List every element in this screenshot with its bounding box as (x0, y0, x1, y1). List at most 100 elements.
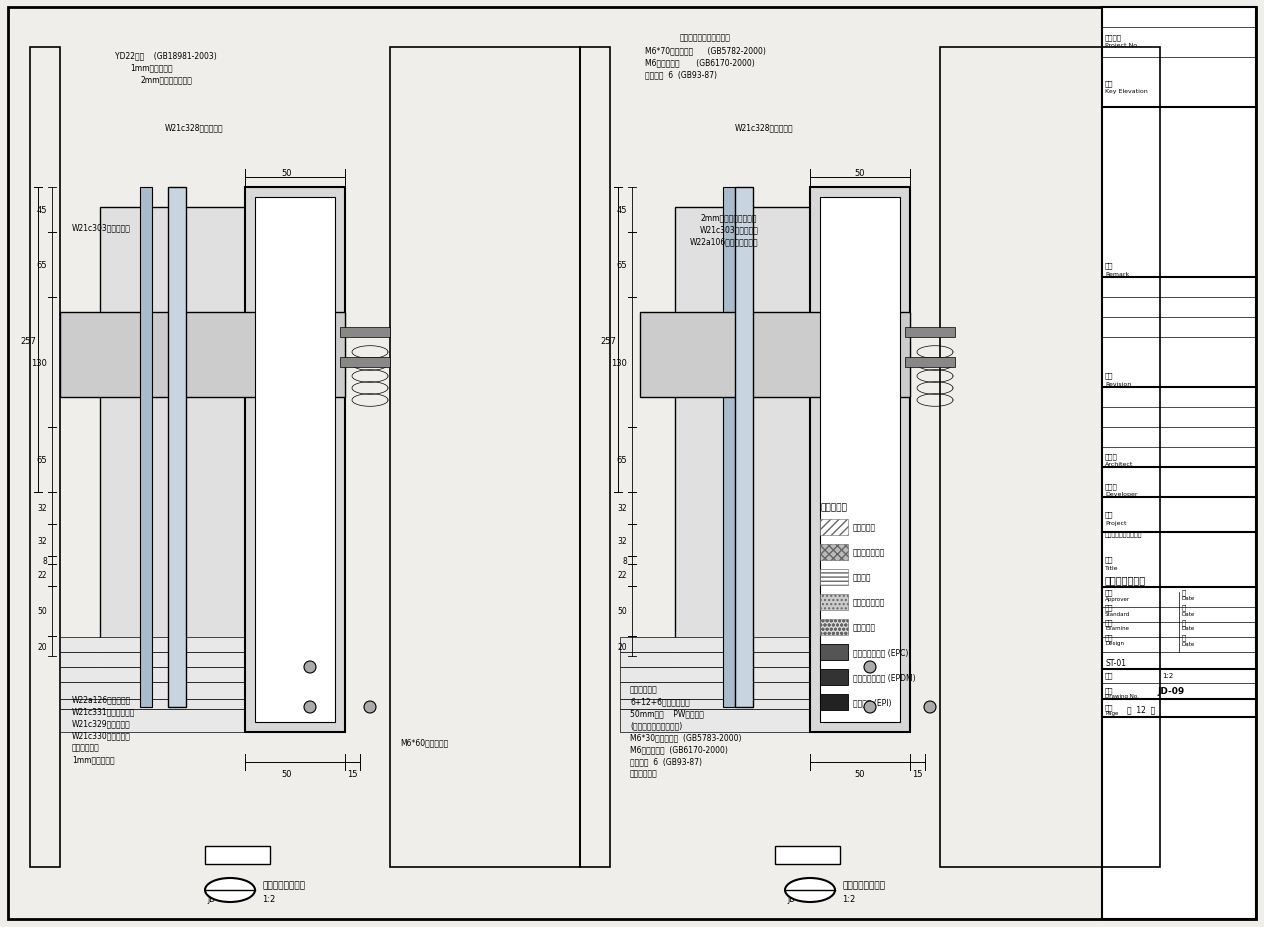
Text: W21c328铝合金主柱: W21c328铝合金主柱 (734, 123, 794, 133)
Text: 设计: 设计 (1105, 634, 1114, 641)
Circle shape (865, 661, 876, 673)
Text: 百页封边横剖节点: 百页封边横剖节点 (262, 881, 305, 890)
Text: Project: Project (1105, 520, 1126, 525)
Text: 20: 20 (617, 641, 627, 651)
Text: 固定玻璃密封条 (EPDM): 固定玻璃密封条 (EPDM) (853, 673, 915, 681)
Bar (940, 48, 1160, 867)
Bar (59, 312, 345, 398)
Text: M6*70不锈钢螺栓      (GB5782-2000): M6*70不锈钢螺栓 (GB5782-2000) (645, 46, 766, 56)
Text: 边框横剖节点图: 边框横剖节点图 (1105, 575, 1146, 584)
Bar (820, 519, 848, 536)
Bar (59, 638, 245, 653)
Text: 2mm厚隔震橡胶垫片: 2mm厚隔震橡胶垫片 (140, 75, 192, 84)
Bar (820, 544, 848, 561)
Text: 比例: 比例 (1105, 672, 1114, 679)
Text: Date: Date (1182, 596, 1196, 601)
Bar (59, 699, 245, 709)
Text: JD-09: JD-09 (207, 895, 229, 904)
Text: W22a106铝合金横梁夹码: W22a106铝合金横梁夹码 (690, 237, 758, 247)
Text: 65: 65 (37, 455, 47, 464)
Circle shape (865, 701, 876, 713)
Text: Date: Date (1182, 626, 1196, 630)
Bar (391, 48, 580, 867)
Text: W21c330铝合金扣条: W21c330铝合金扣条 (72, 730, 131, 740)
Bar (820, 644, 848, 660)
Text: Standard: Standard (1105, 611, 1130, 616)
Text: 50: 50 (282, 169, 292, 177)
Bar (340, 358, 391, 368)
Text: 45: 45 (37, 206, 47, 215)
Bar (580, 48, 1079, 867)
Bar (621, 699, 815, 709)
Text: 22: 22 (38, 571, 47, 580)
Text: 检查: 检查 (1105, 619, 1114, 626)
Text: 50: 50 (854, 769, 866, 779)
Bar (734, 188, 753, 707)
Text: 槽钢加筋面面: 槽钢加筋面面 (629, 685, 657, 693)
Text: 65: 65 (617, 455, 627, 464)
Bar (810, 188, 910, 732)
Text: JD-09: JD-09 (787, 895, 808, 904)
Text: Project No.: Project No. (1105, 44, 1139, 48)
Bar (59, 653, 245, 667)
Text: 期: 期 (1182, 634, 1186, 641)
Text: 固定玻璃 (EPI): 固定玻璃 (EPI) (853, 698, 891, 706)
Text: (基准模板基量运行布置): (基准模板基量运行布置) (629, 720, 683, 730)
Bar (59, 682, 245, 699)
Bar (205, 846, 270, 864)
Text: 32: 32 (38, 536, 47, 545)
Bar (168, 188, 186, 707)
Text: 项目编号: 项目编号 (1105, 34, 1122, 42)
Text: 室内装备（非承包范围）: 室内装备（非承包范围） (680, 33, 731, 43)
Text: 图号: 图号 (1105, 687, 1114, 693)
Text: ST-01: ST-01 (1105, 658, 1126, 667)
Text: 硅酮耐候密封胶: 硅酮耐候密封胶 (853, 598, 885, 607)
Text: 1:2: 1:2 (262, 895, 276, 904)
Text: Key Elevation: Key Elevation (1105, 89, 1148, 95)
Text: 8: 8 (42, 556, 47, 565)
Text: 期: 期 (1182, 604, 1186, 611)
Text: 32: 32 (617, 536, 627, 545)
Text: M6*60塑胶膨胀栓: M6*60塑胶膨胀栓 (399, 738, 449, 746)
Bar (621, 682, 815, 699)
Text: 45: 45 (617, 206, 627, 215)
Text: Developer: Developer (1105, 492, 1138, 497)
Bar (59, 709, 245, 732)
Text: 拉栓式铝合金幕墙工程: 拉栓式铝合金幕墙工程 (1105, 531, 1143, 538)
Text: M6不锈钢螺母       (GB6170-2000): M6不锈钢螺母 (GB6170-2000) (645, 58, 755, 68)
Text: 标准: 标准 (1105, 604, 1114, 611)
Text: Drawing No.: Drawing No. (1105, 693, 1139, 699)
Text: 32: 32 (38, 504, 47, 513)
Text: 2: 2 (794, 878, 803, 891)
Text: 1:2: 1:2 (1162, 672, 1173, 679)
Text: 硅酮结构密封胶: 硅酮结构密封胶 (853, 548, 885, 557)
Text: 建设商: 建设商 (1105, 483, 1117, 489)
Text: 张次: 张次 (1105, 704, 1114, 710)
Text: 项目: 项目 (1105, 511, 1114, 518)
Text: 50: 50 (282, 769, 292, 779)
Bar (820, 694, 848, 710)
Bar (820, 594, 848, 610)
Text: 65: 65 (617, 260, 627, 270)
Circle shape (305, 661, 316, 673)
Text: 审核: 审核 (1105, 589, 1114, 596)
Text: M6*30不锈钢螺栓  (GB5783-2000): M6*30不锈钢螺栓 (GB5783-2000) (629, 732, 742, 742)
Text: Approver: Approver (1105, 596, 1130, 601)
Circle shape (305, 701, 316, 713)
Text: 修改: 修改 (1105, 373, 1114, 379)
Text: 双面胶带: 双面胶带 (853, 573, 871, 582)
Text: 1mm厚铝锌钢板: 1mm厚铝锌钢板 (72, 755, 115, 764)
Text: 弹簧垫圈  6  (GB93-87): 弹簧垫圈 6 (GB93-87) (645, 70, 717, 80)
Text: Title: Title (1105, 565, 1119, 570)
Text: 防水橡胶密封: 防水橡胶密封 (629, 768, 657, 778)
Text: Remark: Remark (1105, 272, 1129, 276)
Text: 1:2: 1:2 (842, 895, 856, 904)
Text: W21c329铝合金压条: W21c329铝合金压条 (72, 718, 130, 728)
Text: 玻璃封边横剖节点: 玻璃封边横剖节点 (842, 881, 885, 890)
Text: 2mm厚丁腈胶密封垫片: 2mm厚丁腈胶密封垫片 (700, 213, 756, 222)
Text: 楼层: 楼层 (1105, 81, 1114, 87)
Text: 开放式密封胶条 (EPC): 开放式密封胶条 (EPC) (853, 648, 909, 657)
Ellipse shape (785, 878, 836, 902)
Bar (905, 358, 956, 368)
Text: M6不锈钢螺母  (GB6170-2000): M6不锈钢螺母 (GB6170-2000) (629, 744, 728, 754)
